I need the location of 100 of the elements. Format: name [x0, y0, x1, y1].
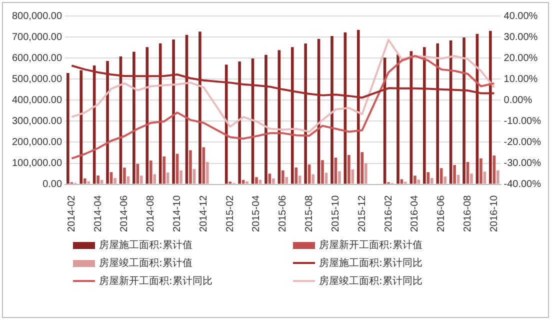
bar — [492, 155, 496, 184]
bar — [66, 73, 70, 184]
x-tick-label: 2014-02 — [66, 194, 78, 232]
bar — [360, 152, 364, 184]
bar — [282, 170, 284, 184]
x-tick-label: 2016-04 — [410, 194, 421, 232]
x-tick-label: 2015-02 — [224, 194, 236, 232]
y2-tick-label: 30.00% — [504, 32, 538, 43]
bar — [321, 160, 324, 184]
y-tick-label: 600,000.00 — [12, 52, 62, 64]
bar — [285, 176, 288, 184]
bar — [100, 180, 104, 184]
bar — [238, 61, 241, 184]
y-tick-label: 800,000.00 — [12, 10, 62, 22]
bar — [470, 174, 473, 184]
bar — [436, 43, 439, 184]
bar — [294, 167, 298, 184]
bar — [114, 178, 116, 184]
bar — [149, 160, 152, 184]
bar — [426, 172, 430, 184]
bar — [246, 181, 248, 184]
bar — [356, 30, 360, 184]
y2-tick-label: -20.00% — [504, 136, 542, 148]
bar — [417, 180, 420, 184]
x-tick-label: 2015-08 — [304, 194, 316, 232]
bar — [308, 164, 311, 184]
y2-tick-label: 40.00% — [504, 10, 538, 22]
x-tick-label: 2015-06 — [278, 194, 289, 232]
bar — [166, 172, 170, 184]
bar — [290, 47, 294, 184]
bar — [255, 177, 258, 184]
x-tick-label: 2016-10 — [488, 194, 500, 232]
bar — [96, 175, 100, 184]
y-tick-label: 100,000.00 — [12, 158, 62, 170]
bar — [444, 176, 446, 184]
bar — [496, 170, 500, 184]
legend-label: 房屋施工面积:累计值 — [99, 238, 192, 252]
y2-tick-label: -40.00% — [504, 179, 542, 190]
bar — [162, 156, 166, 184]
bar — [224, 64, 228, 184]
bar — [338, 171, 341, 184]
bar — [466, 162, 470, 184]
bar — [264, 54, 268, 184]
legend-label: 房屋新开工面积:累计同比 — [99, 274, 212, 288]
bar — [298, 176, 302, 184]
bar — [334, 158, 338, 184]
bar — [330, 36, 334, 184]
bar — [414, 176, 416, 184]
y-tick-label: 200,000.00 — [12, 136, 62, 148]
y2-tick-label: -10.00% — [504, 116, 542, 127]
bar — [80, 70, 83, 184]
y-tick-label: 300,000.00 — [12, 116, 62, 127]
bar — [489, 30, 492, 184]
bar — [206, 162, 209, 184]
bar — [146, 47, 149, 184]
bar — [430, 178, 434, 184]
bar — [172, 40, 175, 184]
x-tick-label: 2016-08 — [462, 194, 474, 232]
legend-label: 房屋竣工面积:累计值 — [99, 256, 192, 270]
y2-tick-label: 20.00% — [504, 52, 538, 64]
legend-label: 房屋新开工面积:累计值 — [319, 238, 422, 252]
x-tick-label: 2014-06 — [119, 194, 130, 232]
x-tick-label: 2014-04 — [92, 194, 104, 232]
bar — [110, 172, 113, 184]
x-tick-label: 2014-08 — [146, 194, 157, 232]
y2-tick-label: 10.00% — [504, 74, 538, 85]
bar — [312, 174, 314, 184]
bar — [258, 180, 262, 184]
bar — [180, 170, 182, 184]
bar — [192, 168, 196, 184]
bar — [83, 178, 86, 184]
bar — [189, 150, 192, 184]
bar — [136, 164, 140, 184]
x-tick-label: 2015-04 — [251, 194, 262, 232]
bar — [106, 61, 109, 184]
x-tick-label: 2015-10 — [330, 194, 342, 232]
bar — [483, 172, 486, 184]
bar — [272, 178, 275, 184]
y-tick-label: 700,000.00 — [12, 32, 62, 43]
bar — [324, 172, 328, 184]
bar — [132, 52, 136, 184]
bar — [198, 32, 202, 184]
x-tick-label: 2016-06 — [436, 194, 448, 232]
bar — [453, 164, 456, 184]
bar — [268, 174, 272, 184]
bar — [140, 176, 143, 184]
bar — [440, 168, 443, 184]
x-tick-label: 2015-12 — [356, 194, 368, 232]
y-tick-label: 400,000.00 — [12, 94, 62, 106]
bar — [480, 158, 482, 184]
bar — [422, 47, 426, 184]
bar — [242, 180, 245, 184]
y-tick-label: 0.00 — [42, 179, 62, 190]
bar — [351, 169, 354, 184]
x-tick-label: 2014-10 — [172, 194, 184, 232]
bar — [153, 174, 156, 184]
y-tick-label: 500,000.00 — [12, 74, 62, 85]
y2-tick-label: -30.00% — [504, 158, 542, 170]
bar — [348, 155, 350, 184]
legend-label: 房屋竣工面积:累计同比 — [319, 274, 422, 288]
